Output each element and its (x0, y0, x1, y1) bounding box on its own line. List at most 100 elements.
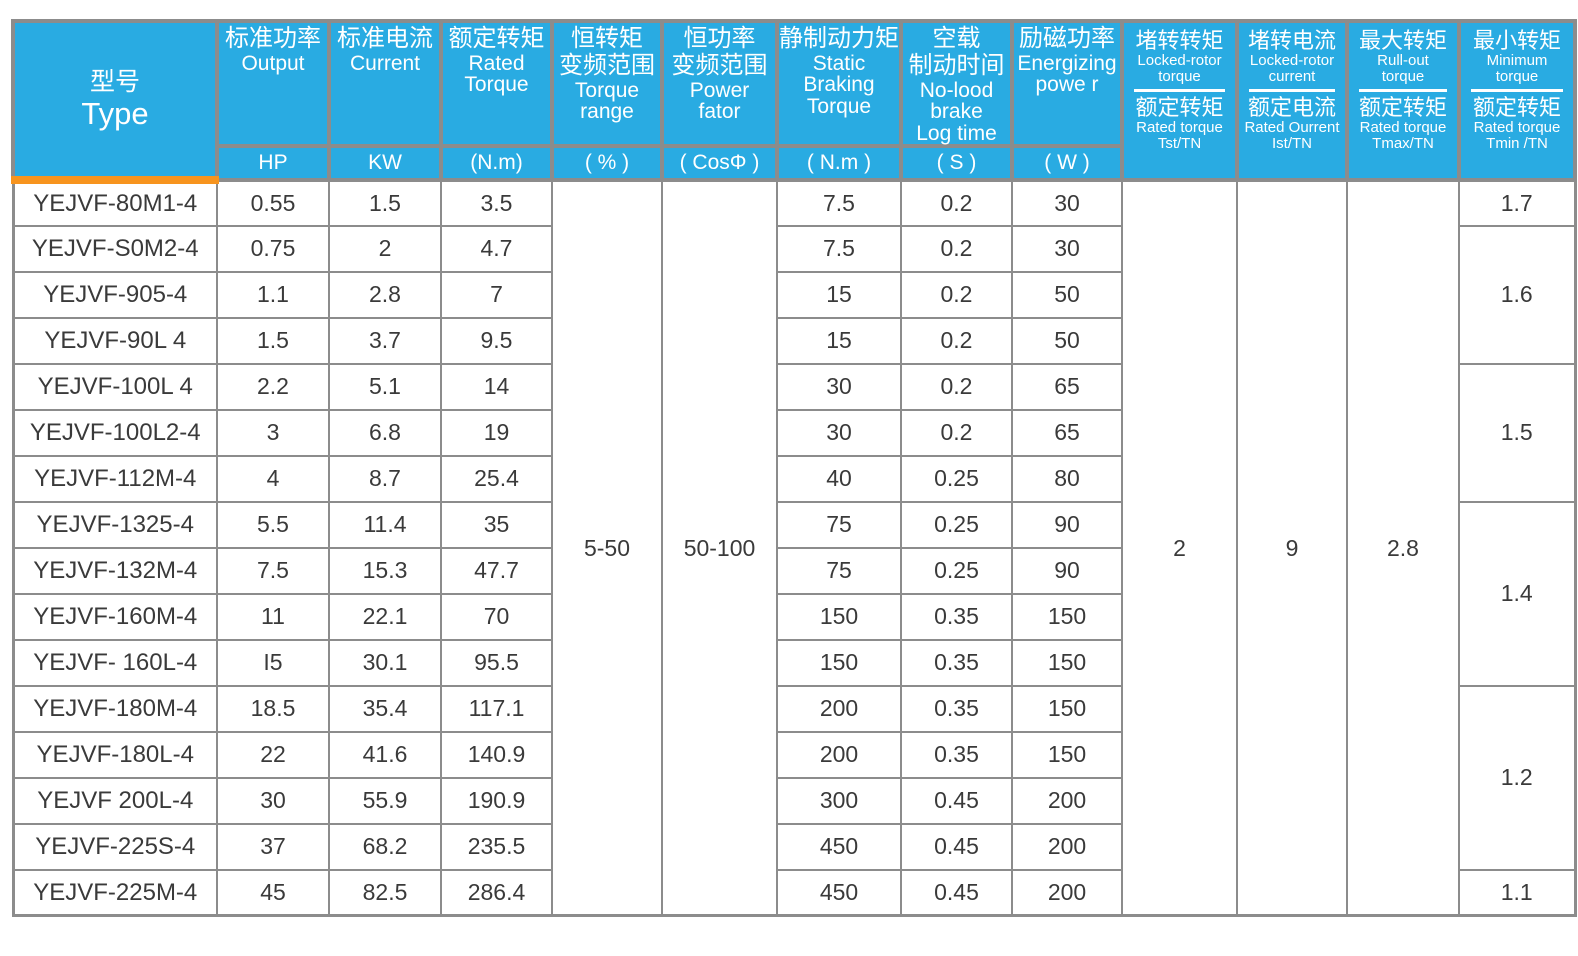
cell-rated-torque: 35 (440, 500, 553, 549)
cell-output-hp: 30 (216, 776, 330, 825)
header-torque-range: 恒转矩 变频范围 Torque range (550, 19, 664, 148)
cell-no-load-brake-time: 0.25 (900, 500, 1013, 549)
cell-static-braking-torque: 30 (776, 408, 902, 457)
cell-energizing-power: 50 (1011, 270, 1123, 319)
cell-no-load-brake-time: 0.2 (900, 270, 1013, 319)
cell-rated-torque: 3.5 (440, 178, 553, 227)
table-row: YEJVF-225S-4 37 68.2 235.5 450 0.45 200 (12, 822, 1575, 871)
cell-type: YEJVF-100L 4 (12, 362, 218, 411)
cell-tmin-tn-group: 1.7 (1458, 178, 1576, 227)
table-row: YEJVF 200L-4 30 55.9 190.9 300 0.45 200 (12, 776, 1575, 825)
header-power-fator: 恒功率 变频范围 Power fator (660, 19, 779, 148)
cell-current-kw: 82.5 (328, 868, 442, 917)
table-row: YEJVF-90L 4 1.5 3.7 9.5 15 0.2 50 (12, 316, 1575, 365)
cell-rated-torque: 14 (440, 362, 553, 411)
cell-rated-torque: 7 (440, 270, 553, 319)
cell-rated-torque: 47.7 (440, 546, 553, 595)
unit-rated-torque: (N.m) (439, 143, 554, 182)
cell-rated-torque: 70 (440, 592, 553, 641)
cell-current-kw: 22.1 (328, 592, 442, 641)
table-row: YEJVF-132M-4 7.5 15.3 47.7 75 0.25 90 (12, 546, 1575, 595)
cell-output-hp: 37 (216, 822, 330, 871)
cell-type: YEJVF 200L-4 (12, 776, 218, 825)
cell-type: YEJVF- 160L-4 (12, 638, 218, 687)
cell-type: YEJVF-90L 4 (12, 316, 218, 365)
cell-energizing-power: 200 (1011, 776, 1123, 825)
cell-no-load-brake-time: 0.2 (900, 224, 1013, 273)
spec-table-wrapper: 型号 Type 标准功率 Output 标准电流 Current 额定转矩 Ra… (11, 19, 1577, 918)
fraction-divider (1359, 88, 1447, 92)
unit-torque-range: ( % ) (550, 143, 664, 182)
cell-energizing-power: 80 (1011, 454, 1123, 503)
table-row: YEJVF- 160L-4 I5 30.1 95.5 150 0.35 150 (12, 638, 1575, 687)
cell-no-load-brake-time: 0.35 (900, 730, 1013, 779)
unit-energizing-power: ( W ) (1010, 143, 1124, 182)
cell-static-braking-torque: 7.5 (776, 224, 902, 273)
cell-type: YEJVF-160M-4 (12, 592, 218, 641)
cell-energizing-power: 30 (1011, 224, 1123, 273)
cell-no-load-brake-time: 0.35 (900, 684, 1013, 733)
header-locked-rotor-current: 堵转电流 Locked-rotor current 额定电流 Rated Our… (1235, 19, 1349, 182)
cell-output-hp: 2.2 (216, 362, 330, 411)
cell-current-kw: 15.3 (328, 546, 442, 595)
cell-tst-tn-merged: 2 (1121, 178, 1238, 917)
cell-type: YEJVF-905-4 (12, 270, 218, 319)
cell-current-kw: 2 (328, 224, 442, 273)
table-row: YEJVF-S0M2-4 0.75 2 4.7 7.5 0.2 30 1.6 (12, 224, 1576, 365)
table-row: YEJVF-1325-4 5.5 11.4 35 75 0.25 90 1.4 (12, 500, 1576, 687)
fraction-divider (1134, 88, 1225, 92)
table-row: YEJVF-80M1-4 0.55 1.5 3.5 5-50 50-100 7.5 0.2 30… (12, 178, 1576, 917)
cell-rated-torque: 19 (440, 408, 553, 457)
unit-power-fator: ( CosΦ ) (660, 143, 779, 182)
cell-output-hp: 0.75 (216, 224, 330, 273)
cell-current-kw: 8.7 (328, 454, 442, 503)
cell-current-kw: 68.2 (328, 822, 442, 871)
cell-type: YEJVF-80M1-4 (12, 178, 218, 227)
cell-static-braking-torque: 75 (776, 546, 902, 595)
header-type: 型号 Type (11, 19, 219, 184)
cell-type: YEJVF-225M-4 (12, 868, 218, 917)
header-current: 标准电流 Current (327, 19, 443, 148)
cell-type: YEJVF-132M-4 (12, 546, 218, 595)
table-row: YEJVF-225M-4 45 82.5 286.4 450 0.45 200 1.1 (12, 868, 1576, 917)
fraction-divider (1249, 88, 1335, 92)
cell-tmax-tn-merged: 2.8 (1346, 178, 1460, 917)
cell-tmin-tn-group: 1.6 (1458, 224, 1576, 365)
cell-ist-tn-merged: 9 (1236, 178, 1348, 917)
cell-static-braking-torque: 150 (776, 638, 902, 687)
header-type-en: Type (81, 95, 149, 131)
cell-output-hp: 45 (216, 868, 330, 917)
header-max-torque: 最大转矩 Rull-out torque 额定转矩 Rated torque T… (1345, 19, 1461, 182)
cell-type: YEJVF-1325-4 (12, 500, 218, 549)
cell-output-hp: 1.1 (216, 270, 330, 319)
cell-current-kw: 1.5 (328, 178, 442, 227)
cell-no-load-brake-time: 0.35 (900, 592, 1013, 641)
cell-current-kw: 41.6 (328, 730, 442, 779)
cell-tmin-tn-group: 1.1 (1458, 868, 1576, 917)
cell-static-braking-torque: 200 (776, 684, 902, 733)
cell-static-braking-torque: 75 (776, 500, 902, 549)
cell-static-braking-torque: 300 (776, 776, 902, 825)
cell-static-braking-torque: 40 (776, 454, 902, 503)
cell-current-kw: 35.4 (328, 684, 442, 733)
table-row: YEJVF-160M-4 11 22.1 70 150 0.35 150 (12, 592, 1575, 641)
cell-tmin-tn-group: 1.2 (1458, 684, 1576, 871)
cell-output-hp: 4 (216, 454, 330, 503)
cell-no-load-brake-time: 0.2 (900, 178, 1013, 227)
table-body: YEJVF-80M1-4 0.55 1.5 3.5 5-50 50-100 7.5 0.2 30… (12, 178, 1576, 917)
table-row: YEJVF-100L2-4 3 6.8 19 30 0.2 65 (12, 408, 1575, 457)
table-row: YEJVF-100L 4 2.2 5.1 14 30 0.2 65 1.5 (12, 362, 1576, 503)
cell-tmin-tn-group: 1.4 (1458, 500, 1576, 687)
cell-rated-torque: 286.4 (440, 868, 553, 917)
cell-rated-torque: 4.7 (440, 224, 553, 273)
cell-energizing-power: 200 (1011, 822, 1123, 871)
cell-energizing-power: 150 (1011, 684, 1123, 733)
cell-tmin-tn-group: 1.5 (1458, 362, 1576, 503)
cell-type: YEJVF-225S-4 (12, 822, 218, 871)
cell-static-braking-torque: 30 (776, 362, 902, 411)
cell-energizing-power: 65 (1011, 408, 1123, 457)
cell-output-hp: 0.55 (216, 178, 330, 227)
header-min-torque: 最小转矩 Minimum torque 额定转矩 Rated torque Tm… (1457, 19, 1577, 182)
cell-no-load-brake-time: 0.45 (900, 776, 1013, 825)
cell-rated-torque: 95.5 (440, 638, 553, 687)
